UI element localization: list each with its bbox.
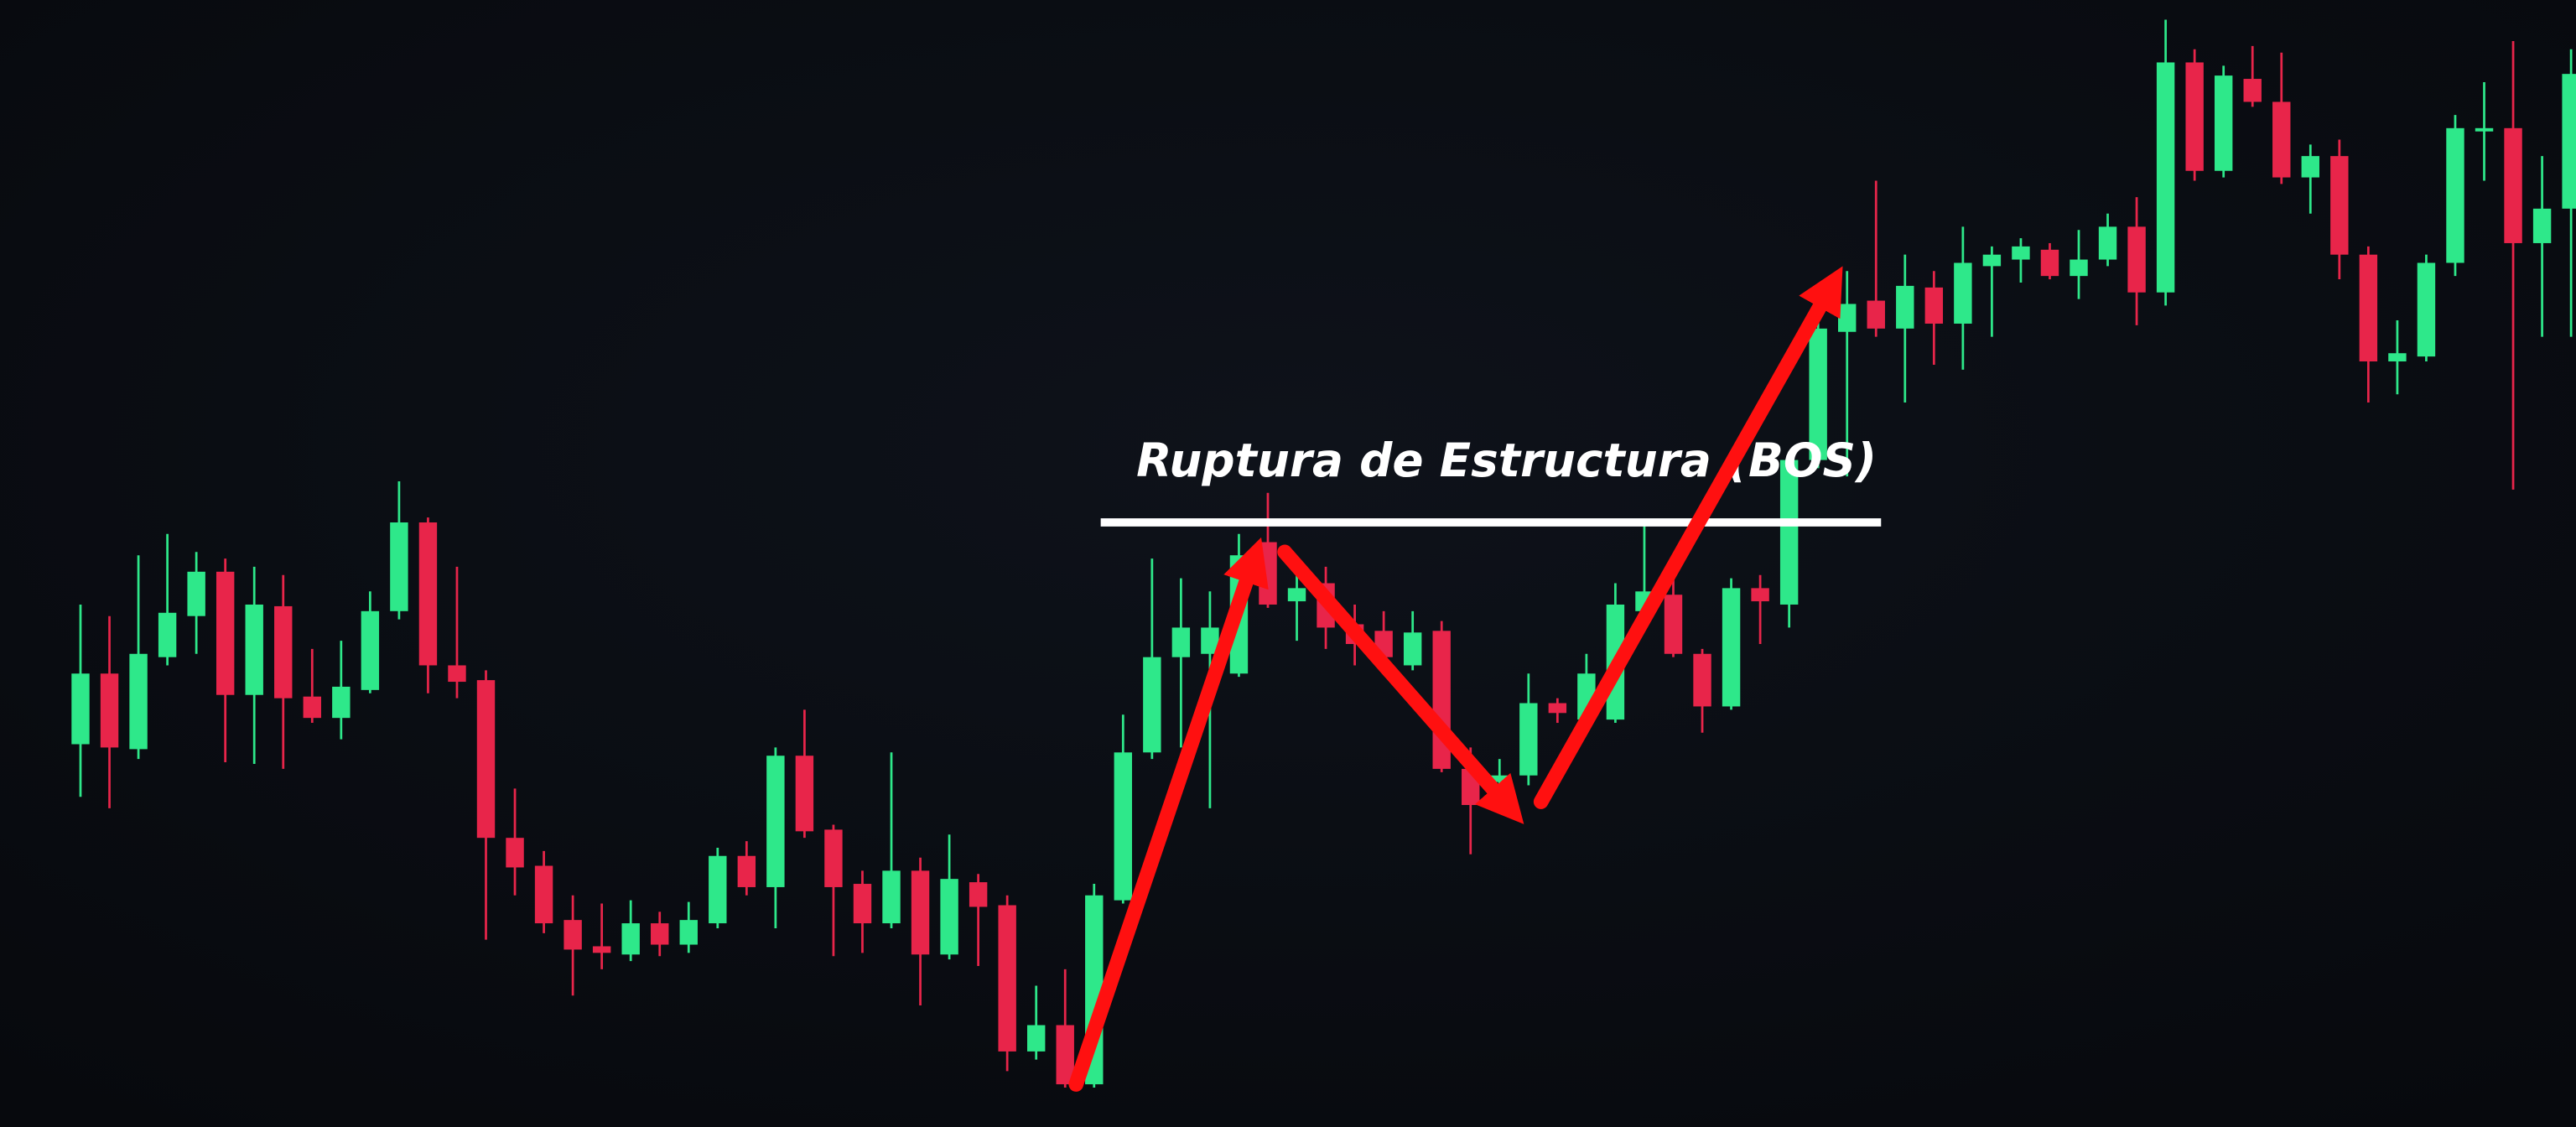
- candle-body: [2272, 101, 2291, 178]
- candle-body: [679, 920, 698, 945]
- candle-body: [1026, 1025, 1046, 1052]
- candle-body: [940, 879, 958, 955]
- candle-body: [2185, 62, 2204, 171]
- candle-body: [2417, 262, 2436, 357]
- candle-body: [2243, 79, 2262, 102]
- candle-body: [129, 653, 148, 750]
- structure-arrows: [1068, 266, 1843, 1092]
- candle-body: [1287, 588, 1306, 602]
- candle-body: [621, 923, 640, 955]
- candle-body: [1056, 1025, 1074, 1085]
- candle-body: [2214, 75, 2233, 171]
- candle-body: [2070, 259, 2088, 277]
- candle-body: [1924, 287, 1944, 324]
- candle-body: [506, 838, 524, 868]
- candle-body: [158, 612, 177, 657]
- candle-body: [1838, 304, 1857, 332]
- candle-body: [564, 920, 582, 950]
- candle-body: [303, 696, 321, 719]
- candle-body: [1693, 653, 1711, 707]
- candle-body: [1171, 627, 1191, 657]
- candles: [71, 19, 2576, 1088]
- candle-body: [1519, 703, 1538, 776]
- candle-body: [2301, 156, 2320, 178]
- candle-body: [2330, 156, 2349, 255]
- candle-body: [969, 882, 988, 907]
- arrow-up: [1533, 266, 1843, 809]
- candle-body: [2012, 246, 2030, 260]
- candle-body: [2532, 208, 2552, 243]
- candle-body: [534, 865, 553, 924]
- candle-body: [1548, 703, 1567, 714]
- candle-body: [187, 571, 205, 616]
- candle-body: [1403, 632, 1422, 666]
- candle-body: [2504, 127, 2522, 243]
- candle-body: [1809, 328, 1827, 460]
- candle-body: [1259, 542, 1277, 605]
- candle-body: [1867, 300, 1885, 329]
- candle-body: [361, 610, 380, 690]
- candle-body: [100, 673, 119, 748]
- candle-body: [2127, 226, 2146, 293]
- candle-body: [1954, 262, 1972, 324]
- candle-body: [418, 522, 438, 666]
- candle-body: [2562, 74, 2576, 209]
- candle-body: [1751, 588, 1769, 602]
- bos-level: Ruptura de Estructura (BOS): [1100, 434, 1882, 527]
- candle-body: [332, 686, 351, 719]
- candle-body: [1664, 595, 1683, 654]
- candle-body: [245, 604, 263, 695]
- candle-body: [2446, 127, 2464, 263]
- candle-body: [2156, 62, 2175, 293]
- candle-body: [1722, 588, 1741, 707]
- candle-body: [448, 665, 466, 683]
- arrow-down: [1277, 544, 1524, 824]
- candle-body: [2475, 127, 2494, 132]
- candle-body: [998, 905, 1016, 1052]
- candle-body: [1779, 460, 1799, 605]
- candle-body: [795, 756, 814, 832]
- candle-body: [592, 946, 611, 953]
- candle-body: [882, 870, 901, 924]
- candle-body: [1201, 627, 1219, 654]
- candle-body: [737, 855, 756, 887]
- candle-body: [274, 605, 293, 699]
- candle-body: [216, 571, 235, 695]
- candle-body: [1982, 254, 2002, 267]
- candle-body: [709, 855, 727, 924]
- candle-body: [476, 680, 496, 839]
- candle-body: [1143, 657, 1161, 753]
- candle-body: [2040, 249, 2059, 277]
- candle-body: [71, 673, 90, 745]
- candle-body: [390, 522, 408, 611]
- candle-body: [651, 923, 669, 945]
- candle-body: [911, 870, 930, 955]
- candle-body: [824, 829, 843, 887]
- candle-body: [2098, 226, 2117, 260]
- candle-body: [853, 884, 872, 924]
- candle-body: [766, 756, 785, 887]
- candle-body: [2359, 254, 2378, 362]
- bos-label: Ruptura de Estructura (BOS): [1136, 434, 1877, 487]
- candle-body: [2388, 353, 2407, 362]
- candle-body: [1114, 752, 1133, 901]
- candle-body: [1896, 285, 1914, 329]
- arrow-up: [1068, 537, 1269, 1092]
